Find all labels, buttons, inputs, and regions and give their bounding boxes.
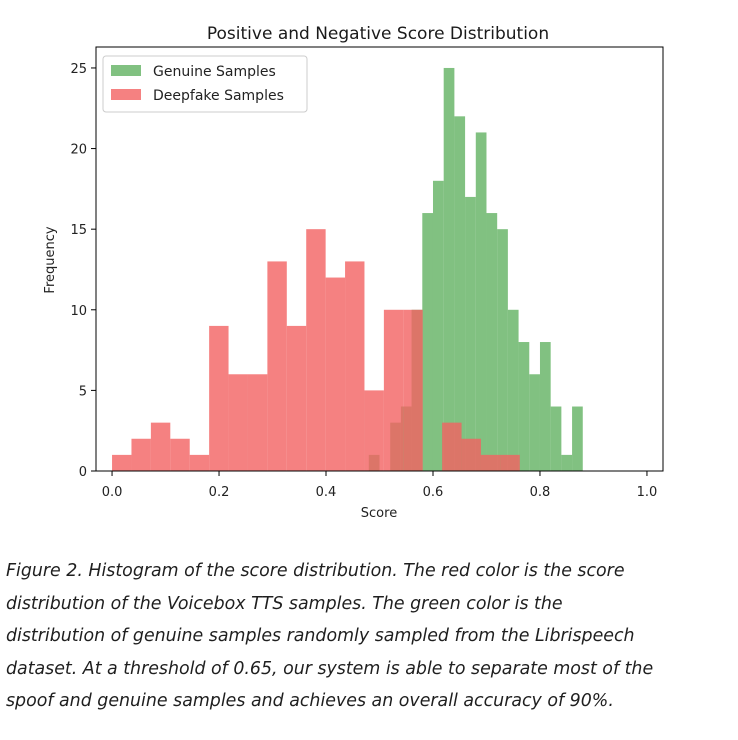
genuine-bar [422, 213, 433, 472]
legend-label-genuine: Genuine Samples [153, 64, 276, 80]
caption-line: distribution of the Voicebox TTS samples… [6, 593, 563, 614]
x-axis-ticks: 0.0 0.2 0.4 0.6 0.8 1.0 [102, 471, 658, 500]
genuine-bar [561, 454, 573, 471]
deepfake-bar [403, 309, 423, 471]
deepfake-bar [131, 438, 151, 471]
x-tick-label: 0.6 [423, 485, 444, 500]
genuine-bar [486, 213, 498, 472]
deepfake-bar [461, 438, 481, 471]
genuine-bar [518, 342, 530, 471]
genuine-bar [507, 309, 519, 471]
genuine-bar [475, 132, 487, 471]
deepfake-bar [500, 454, 520, 471]
x-tick-label: 1.0 [637, 485, 658, 500]
deepfake-bar [189, 454, 210, 471]
y-axis-ticks: 0 5 10 15 20 25 [70, 62, 96, 480]
histogram-chart: Positive and Negative Score Distribution… [43, 24, 664, 521]
deepfake-bar [247, 374, 268, 471]
deepfake-bar [170, 438, 190, 471]
y-tick-label: 20 [70, 143, 87, 158]
legend: Genuine Samples Deepfake Samples [102, 55, 308, 113]
figure-caption: Figure 2. Histogram of the score distrib… [6, 555, 732, 718]
genuine-bar [465, 196, 476, 471]
deepfake-bar [209, 325, 229, 471]
deepfake-bar [286, 325, 307, 471]
x-axis-label: Score [361, 506, 397, 521]
x-tick-label: 0.8 [530, 485, 551, 500]
genuine-bar [539, 342, 551, 471]
y-tick-label: 25 [70, 62, 87, 77]
genuine-bar [497, 229, 508, 471]
y-tick-label: 15 [70, 223, 87, 238]
y-tick-label: 0 [79, 465, 87, 480]
deepfake-bar [150, 422, 171, 471]
x-tick-label: 0.4 [316, 485, 337, 500]
deepfake-bar [442, 422, 462, 471]
y-tick-label: 5 [79, 384, 87, 399]
caption-line: spoof and genuine samples and achieves a… [6, 691, 614, 711]
legend-label-deepfake: Deepfake Samples [153, 88, 284, 104]
x-tick-label: 0.2 [209, 485, 230, 500]
chart-title: Positive and Negative Score Distribution [207, 24, 549, 44]
legend-swatch-genuine [111, 65, 141, 76]
deepfake-bars [112, 229, 520, 471]
x-tick-label: 0.0 [102, 485, 123, 500]
deepfake-bar [480, 454, 501, 471]
y-tick-label: 10 [70, 304, 87, 319]
caption-line: Figure 2. Histogram of the score distrib… [6, 561, 625, 581]
deepfake-bar [345, 261, 365, 471]
genuine-bar [529, 374, 540, 471]
y-axis-label: Frequency [43, 226, 58, 293]
deepfake-bar [112, 454, 132, 471]
genuine-bar [432, 180, 444, 472]
caption-line: dataset. At a threshold of 0.65, our sys… [6, 658, 654, 679]
legend-swatch-deepfake [111, 89, 141, 100]
deepfake-bar [364, 390, 384, 471]
deepfake-bar [228, 374, 248, 471]
plot-frame [95, 46, 664, 472]
deepfake-bar [325, 277, 346, 471]
deepfake-bar [306, 229, 326, 471]
deepfake-bar [383, 309, 404, 471]
deepfake-bar [267, 261, 287, 471]
legend-box [102, 55, 308, 113]
genuine-bar [572, 406, 583, 471]
genuine-bar [443, 67, 455, 471]
genuine-bar [550, 406, 562, 471]
genuine-bar [454, 116, 466, 472]
caption-line: distribution of genuine samples randomly… [6, 626, 635, 646]
